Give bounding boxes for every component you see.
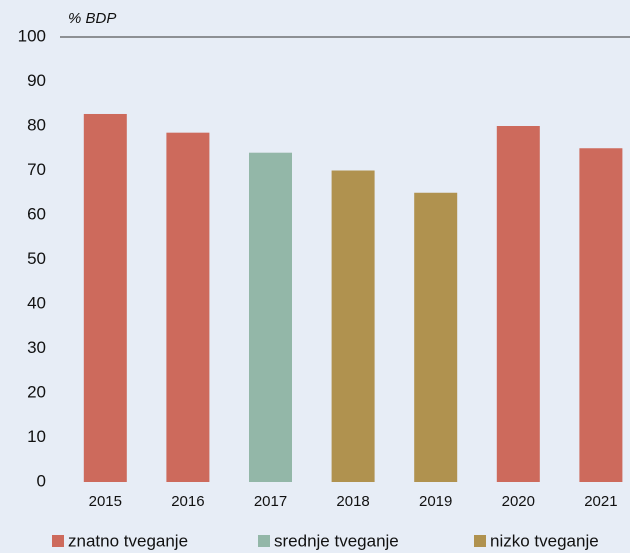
x-tick-label: 2019: [419, 493, 452, 510]
bar: [83, 113, 127, 483]
legend-swatch: [52, 535, 64, 547]
legend-swatch: [474, 535, 486, 547]
y-tick-label: 30: [27, 338, 46, 357]
y-tick-label: 20: [27, 382, 46, 401]
legend-label: nizko tveganje: [490, 531, 599, 550]
bar: [579, 148, 623, 482]
legend-label: srednje tveganje: [274, 531, 399, 550]
y-tick-label: 60: [27, 204, 46, 223]
bar: [414, 192, 458, 482]
x-tick-label: 2015: [89, 493, 122, 510]
x-tick-label: 2018: [336, 493, 369, 510]
x-tick-label: 2021: [584, 493, 617, 510]
y-tick-label: 90: [27, 71, 46, 90]
y-tick-label: 50: [27, 249, 46, 268]
bar: [331, 170, 375, 482]
bar: [166, 132, 210, 483]
y-tick-label: 100: [18, 26, 46, 45]
x-tick-label: 2017: [254, 493, 287, 510]
x-tick-label: 2020: [502, 493, 535, 510]
legend-label: znatno tveganje: [68, 531, 188, 550]
y-tick-label: 70: [27, 160, 46, 179]
y-tick-label: 10: [27, 427, 46, 446]
legend-swatch: [258, 535, 270, 547]
x-tick-label: 2016: [171, 493, 204, 510]
y-tick-label: 0: [37, 471, 46, 490]
bar: [496, 126, 540, 482]
bar: [249, 152, 292, 482]
y-tick-label: 80: [27, 115, 46, 134]
y-axis-label: % BDP: [68, 10, 116, 27]
y-tick-label: 40: [27, 293, 46, 312]
